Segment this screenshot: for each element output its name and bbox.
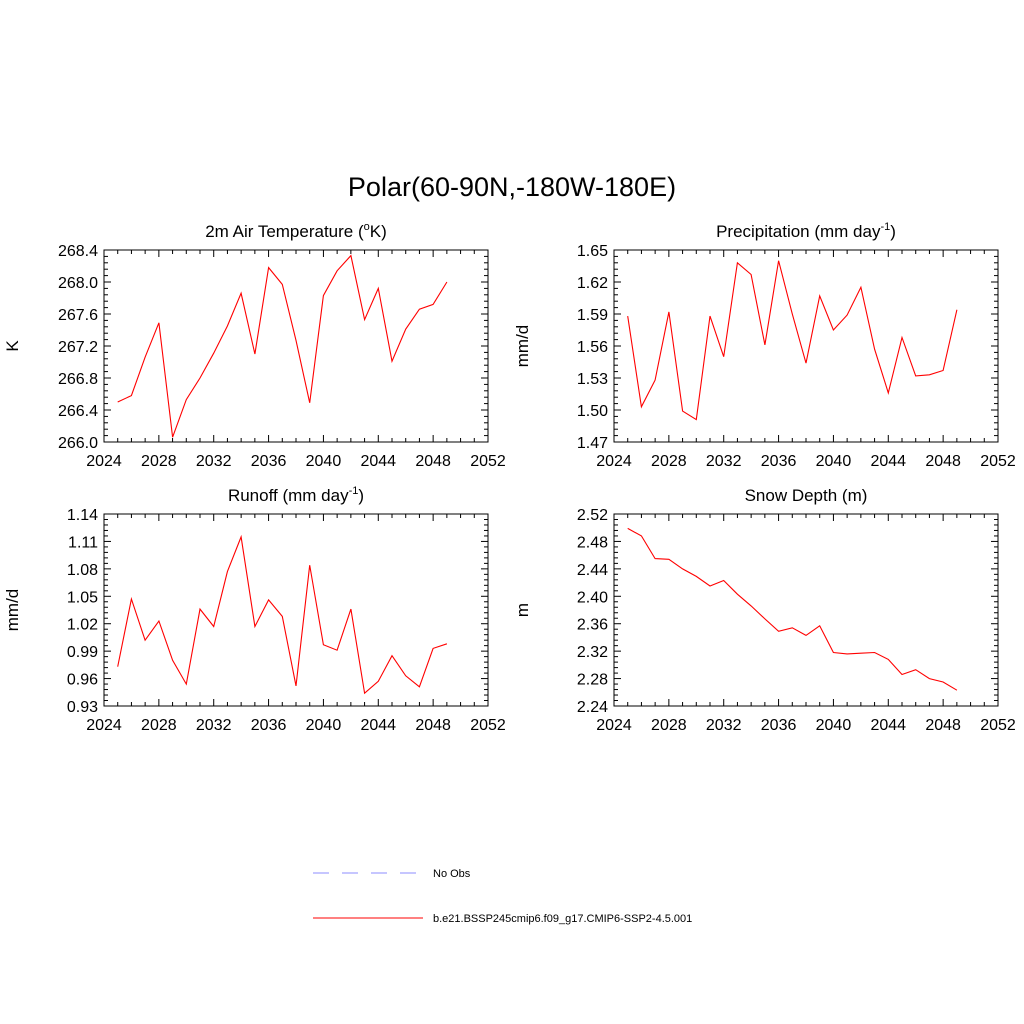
temp-xtick-label: 2052 (470, 453, 506, 470)
snow-title-main: Snow Depth (m) (745, 486, 868, 505)
precip-ytick-label: 1.65 (577, 243, 608, 260)
precip-title: Precipitation (mm day-1) (716, 221, 896, 241)
figure-title: Polar(60-90N,-180W-180E) (348, 172, 676, 202)
runoff-title: Runoff (mm day-1) (228, 485, 364, 505)
legend-label-1: b.e21.BSSP245cmip6.f09_g17.CMIP6-SSP2-4.… (433, 913, 692, 925)
runoff-ytick-label: 1.14 (67, 507, 98, 524)
temp-title-main: 2m Air Temperature ( (205, 222, 364, 241)
temp-ytick-label: 266.4 (58, 403, 98, 420)
precip-title-sup: -1 (880, 221, 890, 233)
precip-title-post: ) (890, 222, 896, 241)
snow-xtick-label: 2044 (870, 717, 906, 734)
panel-temp: 2024 2028 2032 2036 2040 2044 2048 2052 266.0 266… (3, 221, 506, 470)
runoff-xtick-label: 2048 (415, 717, 451, 734)
runoff-xtick-label: 2032 (196, 717, 232, 734)
precip-xtick-label: 2048 (925, 453, 961, 470)
temp-xtick-label: 2044 (360, 453, 396, 470)
snow-ytick-label: 2.44 (577, 562, 608, 579)
temp-xtick-label: 2036 (251, 453, 287, 470)
runoff-title-post: ) (358, 486, 364, 505)
runoff-ylabel: mm/d (3, 589, 22, 632)
snow-ytick-label: 2.36 (577, 617, 608, 634)
temp-ytick-label: 267.2 (58, 339, 98, 356)
runoff-ytick-label: 0.99 (67, 644, 98, 661)
precip-ytick-label: 1.50 (577, 403, 608, 420)
snow-plot-frame (613, 513, 999, 707)
precip-title-main: Precipitation (mm day (716, 222, 881, 241)
panel-runoff: 2024 2028 2032 2036 2040 2044 2048 2052 0.93 0.96… (3, 485, 506, 734)
snow-ytick-label: 2.52 (577, 507, 608, 524)
precip-xtick-label: 2040 (816, 453, 852, 470)
temp-xtick-label: 2024 (86, 453, 122, 470)
precip-ytick-label: 1.62 (577, 275, 608, 292)
temp-ytick-label: 266.8 (58, 371, 98, 388)
precip-ylabel: mm/d (513, 325, 532, 368)
runoff-series-line (117, 534, 448, 695)
temp-ylabel: K (3, 340, 22, 352)
runoff-plot-frame (103, 513, 489, 707)
panel-snow: 2024 2028 2032 2036 2040 2044 2048 2052 2.24 2.28… (513, 486, 1016, 734)
runoff-ytick-label: 1.08 (67, 562, 98, 579)
runoff-xtick-label: 2028 (141, 717, 177, 734)
temp-title-sup: o (364, 221, 370, 233)
snow-ytick-label: 2.32 (577, 644, 608, 661)
panels: 2024 2028 2032 2036 2040 2044 2048 2052 266.0 266… (3, 221, 1016, 734)
snow-xtick-label: 2036 (761, 717, 797, 734)
precip-xtick-label: 2036 (761, 453, 797, 470)
temp-ytick-label: 268.4 (58, 243, 98, 260)
precip-plot-frame (613, 249, 999, 443)
precip-ytick-label: 1.56 (577, 339, 608, 356)
snow-ylabel: m (513, 603, 532, 617)
temp-series-line (117, 254, 448, 438)
temp-ytick-label: 267.6 (58, 307, 98, 324)
precip-xtick-label: 2044 (870, 453, 906, 470)
snow-xtick-label: 2052 (980, 717, 1016, 734)
temp-xtick-label: 2032 (196, 453, 232, 470)
snow-xtick-label: 2032 (706, 717, 742, 734)
runoff-xtick-label: 2036 (251, 717, 287, 734)
temp-xtick-label: 2048 (415, 453, 451, 470)
temp-ytick-label: 266.0 (58, 435, 98, 452)
snow-xtick-label: 2048 (925, 717, 961, 734)
runoff-ytick-label: 1.11 (68, 534, 98, 551)
panel-precip: 2024 2028 2032 2036 2040 2044 2048 2052 1.47 1.50… (513, 221, 1016, 470)
snow-title: Snow Depth (m) (745, 486, 868, 505)
temp-xtick-label: 2040 (306, 453, 342, 470)
temp-title-post: K) (370, 222, 387, 241)
snow-ytick-label: 2.48 (577, 534, 608, 551)
runoff-title-sup: -1 (349, 485, 359, 497)
snow-series-line (627, 527, 958, 691)
precip-xtick-label: 2032 (706, 453, 742, 470)
runoff-ytick-label: 1.02 (67, 617, 98, 634)
temp-title: 2m Air Temperature (oK) (205, 221, 387, 241)
precip-xtick-label: 2028 (651, 453, 687, 470)
legend: No Obs b.e21.BSSP245cmip6.f09_g17.CMIP6-S… (313, 868, 692, 925)
snow-xtick-label: 2024 (596, 717, 632, 734)
precip-ytick-label: 1.53 (577, 371, 608, 388)
runoff-xtick-label: 2024 (86, 717, 122, 734)
runoff-xtick-label: 2040 (306, 717, 342, 734)
precip-ytick-label: 1.47 (577, 435, 608, 452)
runoff-title-main: Runoff (mm day (228, 486, 349, 505)
snow-ytick-label: 2.40 (577, 589, 608, 606)
snow-xtick-label: 2040 (816, 717, 852, 734)
runoff-ytick-label: 1.05 (67, 589, 98, 606)
precip-xtick-label: 2024 (596, 453, 632, 470)
snow-xtick-label: 2028 (651, 717, 687, 734)
snow-ytick-label: 2.28 (577, 672, 608, 689)
precip-series-line (627, 260, 958, 421)
runoff-xtick-label: 2052 (470, 717, 506, 734)
precip-ytick-label: 1.59 (577, 307, 608, 324)
runoff-xtick-label: 2044 (360, 717, 396, 734)
precip-xtick-label: 2052 (980, 453, 1016, 470)
legend-label-0: No Obs (433, 868, 471, 880)
runoff-ytick-label: 0.96 (67, 672, 98, 689)
temp-xtick-label: 2028 (141, 453, 177, 470)
snow-ytick-label: 2.24 (577, 699, 608, 716)
temp-ytick-label: 268.0 (58, 275, 98, 292)
runoff-ytick-label: 0.93 (67, 699, 98, 716)
